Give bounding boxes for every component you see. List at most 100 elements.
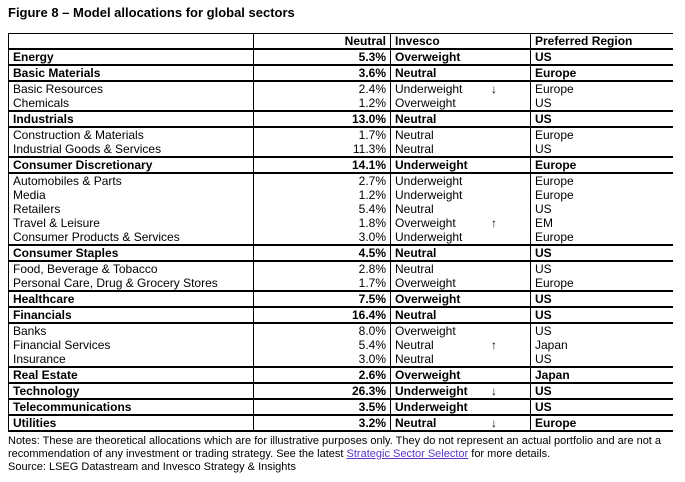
preferred-region-cell: US [530, 307, 673, 323]
preferred-region-cell: Europe [530, 276, 673, 291]
notes-block: Notes: These are theoretical allocations… [8, 435, 668, 474]
table-row: Basic Materials 3.6% Neutral Europe [8, 65, 673, 81]
invesco-stance: Overweight [395, 50, 461, 64]
invesco-stance: Overweight [395, 276, 456, 290]
invesco-stance-cell: Neutral [390, 352, 531, 367]
neutral-weight-cell: 4.5% [253, 245, 391, 261]
table-row: Technology 26.3% Underweight ↓ US [8, 383, 673, 399]
sector-cell: Automobiles & Parts [8, 173, 254, 188]
neutral-weight-cell: 1.2% [253, 188, 391, 202]
down-arrow-icon: ↓ [491, 416, 497, 430]
invesco-stance-cell: Overweight [390, 49, 531, 65]
table-row: Media 1.2% Underweight Europe [8, 188, 673, 202]
preferred-region-cell: Europe [530, 127, 673, 142]
sector-cell: Healthcare [8, 291, 254, 307]
table-row: Insurance 3.0% Neutral US [8, 352, 673, 367]
table-row: Industrials 13.0% Neutral US [8, 111, 673, 127]
preferred-region-cell: US [530, 323, 673, 338]
neutral-weight-cell: 11.3% [253, 142, 391, 157]
down-arrow-icon: ↓ [491, 384, 497, 398]
invesco-stance-cell: Underweight ↓ [390, 81, 531, 96]
neutral-weight-cell: 3.0% [253, 352, 391, 367]
preferred-region-cell: US [530, 383, 673, 399]
table-row: Chemicals 1.2% Overweight US [8, 96, 673, 111]
sector-cell: Construction & Materials [8, 127, 254, 142]
invesco-stance-cell: Neutral [390, 142, 531, 157]
strategic-sector-selector-link[interactable]: Strategic Sector Selector [346, 448, 469, 460]
invesco-stance: Neutral [395, 246, 437, 260]
preferred-region-cell: US [530, 352, 673, 367]
invesco-stance-cell: Overweight [390, 323, 531, 338]
sector-cell: Personal Care, Drug & Grocery Stores [8, 276, 254, 291]
table-row: Automobiles & Parts 2.7% Underweight Europe [8, 173, 673, 188]
sector-cell: Financials [8, 307, 254, 323]
sector-cell: Travel & Leisure [8, 216, 254, 230]
sector-cell: Basic Materials [8, 65, 254, 81]
neutral-weight-cell: 2.6% [253, 367, 391, 383]
up-arrow-icon: ↑ [491, 338, 497, 352]
invesco-stance-cell: Neutral [390, 127, 531, 142]
neutral-weight-cell: 14.1% [253, 157, 391, 173]
header-invesco: Invesco [390, 33, 531, 49]
preferred-region-cell: Japan [530, 367, 673, 383]
invesco-stance-cell: Underweight [390, 230, 531, 245]
invesco-stance-cell: Neutral [390, 202, 531, 216]
preferred-region-cell: US [530, 142, 673, 157]
invesco-stance-cell: Neutral [390, 307, 531, 323]
neutral-weight-cell: 1.7% [253, 127, 391, 142]
sector-cell: Consumer Staples [8, 245, 254, 261]
invesco-stance-cell: Overweight [390, 291, 531, 307]
table-row: Consumer Discretionary 14.1% Underweight Eu… [8, 157, 673, 173]
table-row: Telecommunications 3.5% Underweight US [8, 399, 673, 415]
invesco-stance-cell: Underweight [390, 157, 531, 173]
table-row: Financial Services 5.4% Neutral ↑ Japan [8, 338, 673, 352]
table-row: Personal Care, Drug & Grocery Stores 1.7%… [8, 276, 673, 291]
invesco-stance: Overweight [395, 368, 461, 382]
down-arrow-icon: ↓ [491, 82, 497, 96]
sector-cell: Food, Beverage & Tobacco [8, 261, 254, 276]
preferred-region-cell: US [530, 96, 673, 111]
invesco-stance: Underweight [395, 230, 463, 244]
preferred-region-cell: Japan [530, 338, 673, 352]
table-row: Energy 5.3% Overweight US [8, 49, 673, 65]
invesco-stance: Underweight [395, 158, 468, 172]
sector-cell: Consumer Products & Services [8, 230, 254, 245]
neutral-weight-cell: 26.3% [253, 383, 391, 399]
sector-cell: Financial Services [8, 338, 254, 352]
preferred-region-cell: US [530, 245, 673, 261]
invesco-stance: Overweight [395, 324, 456, 338]
sector-cell: Insurance [8, 352, 254, 367]
invesco-stance: Neutral [395, 112, 437, 126]
invesco-stance: Underweight [395, 384, 468, 398]
table-row: Banks 8.0% Overweight US [8, 323, 673, 338]
preferred-region-cell: US [530, 111, 673, 127]
preferred-region-cell: Europe [530, 230, 673, 245]
neutral-weight-cell: 5.4% [253, 202, 391, 216]
table-row: Basic Resources 2.4% Underweight ↓ Europe [8, 81, 673, 96]
invesco-stance: Underweight [395, 188, 463, 202]
invesco-stance: Neutral [395, 66, 437, 80]
invesco-stance-cell: Underweight [390, 173, 531, 188]
table-row: Construction & Materials 1.7% Neutral Europ… [8, 127, 673, 142]
neutral-weight-cell: 5.3% [253, 49, 391, 65]
invesco-stance: Neutral [395, 416, 437, 430]
invesco-stance: Underweight [395, 174, 463, 188]
sector-cell: Industrial Goods & Services [8, 142, 254, 157]
sector-cell: Retailers [8, 202, 254, 216]
invesco-stance: Neutral [395, 202, 434, 216]
sector-cell: Telecommunications [8, 399, 254, 415]
sector-cell: Utilities [8, 415, 254, 431]
invesco-stance: Neutral [395, 142, 434, 156]
notes-prefix: Notes: These are theoretical allocations… [8, 435, 662, 460]
sector-cell: Technology [8, 383, 254, 399]
neutral-weight-cell: 3.0% [253, 230, 391, 245]
header-neutral: Neutral [253, 33, 391, 49]
invesco-stance: Neutral [395, 352, 434, 366]
neutral-weight-cell: 13.0% [253, 111, 391, 127]
notes-text: Notes: These are theoretical allocations… [8, 435, 668, 461]
table-row: Consumer Staples 4.5% Neutral US [8, 245, 673, 261]
neutral-weight-cell: 1.2% [253, 96, 391, 111]
sector-cell: Industrials [8, 111, 254, 127]
invesco-stance: Neutral [395, 308, 437, 322]
neutral-weight-cell: 5.4% [253, 338, 391, 352]
